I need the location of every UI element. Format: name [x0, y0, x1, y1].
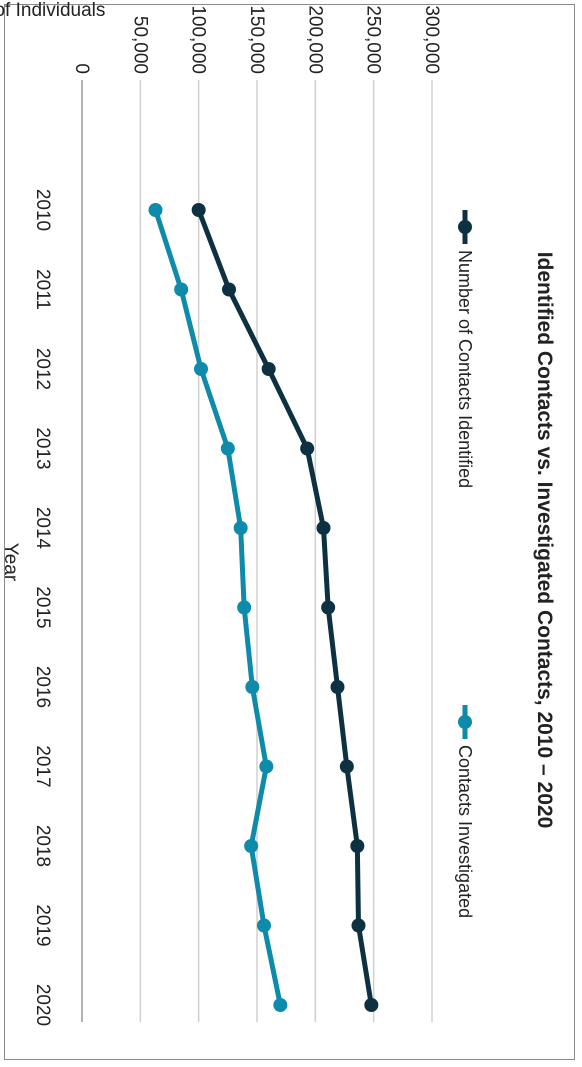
- legend-swatch-marker: [458, 220, 472, 234]
- data-point: [237, 600, 252, 615]
- y-tick-label: 250,000: [363, 5, 384, 74]
- data-point: [174, 282, 189, 297]
- gridlines: [81, 80, 433, 1022]
- data-point: [222, 282, 236, 297]
- y-tick-label: 200,000: [304, 5, 325, 74]
- data-point: [244, 839, 259, 853]
- series-group: [148, 203, 379, 1012]
- data-point: [300, 441, 315, 456]
- data-point: [261, 362, 276, 376]
- x-tick-label: 2012: [32, 348, 53, 390]
- data-point: [330, 680, 345, 694]
- y-tick-label: 0: [71, 63, 92, 74]
- data-point: [351, 918, 366, 933]
- x-tick-label: 2020: [32, 984, 53, 1026]
- y-tick-label: 150,000: [246, 5, 267, 74]
- x-tick-label: 2010: [32, 189, 53, 231]
- y-tick-label: 50,000: [129, 16, 150, 74]
- y-axis-ticks: 0 50,000 100,000 150,000 200,000 250,000 300,0…: [71, 5, 442, 74]
- data-point: [316, 521, 331, 535]
- legend: Number of Contacts Identified Contacts In…: [455, 210, 475, 918]
- legend-label: Number of Contacts Identified: [455, 250, 475, 488]
- data-point: [148, 203, 163, 217]
- data-point: [257, 918, 271, 933]
- data-point: [364, 998, 379, 1012]
- x-axis-label: Year: [0, 543, 21, 582]
- x-axis-ticks: 2010 2011 2012 2013 2014 2015 2016 2017 2018 2019…: [32, 189, 53, 1026]
- data-point: [339, 759, 354, 774]
- x-tick-label: 2017: [32, 745, 53, 787]
- chart-frame: [4, 4, 575, 1060]
- x-tick-label: 2014: [32, 507, 53, 550]
- data-point: [191, 203, 206, 217]
- y-tick-label: 300,000: [421, 5, 442, 74]
- series-line-1: [153, 207, 283, 1008]
- legend-swatch-marker: [458, 715, 472, 729]
- data-point: [245, 680, 260, 694]
- data-point: [233, 521, 248, 535]
- x-tick-label: 2018: [32, 825, 53, 867]
- y-axis-label: # of Individuals: [0, 0, 105, 21]
- data-point: [259, 759, 274, 774]
- x-tick-label: 2016: [32, 666, 53, 708]
- x-tick-label: 2015: [32, 586, 53, 628]
- data-point: [350, 839, 365, 853]
- data-point: [194, 362, 208, 376]
- legend-label: Contacts Investigated: [455, 745, 475, 918]
- x-tick-label: 2011: [32, 269, 53, 310]
- data-point: [321, 600, 336, 615]
- chart-title: Identified Contacts vs. Investigated Con…: [533, 252, 556, 829]
- series-line-0: [196, 207, 374, 1008]
- x-tick-label: 2019: [32, 904, 53, 946]
- y-tick-label: 100,000: [188, 5, 209, 74]
- data-point: [273, 998, 288, 1012]
- data-point: [220, 441, 235, 456]
- x-tick-label: 2013: [32, 427, 53, 469]
